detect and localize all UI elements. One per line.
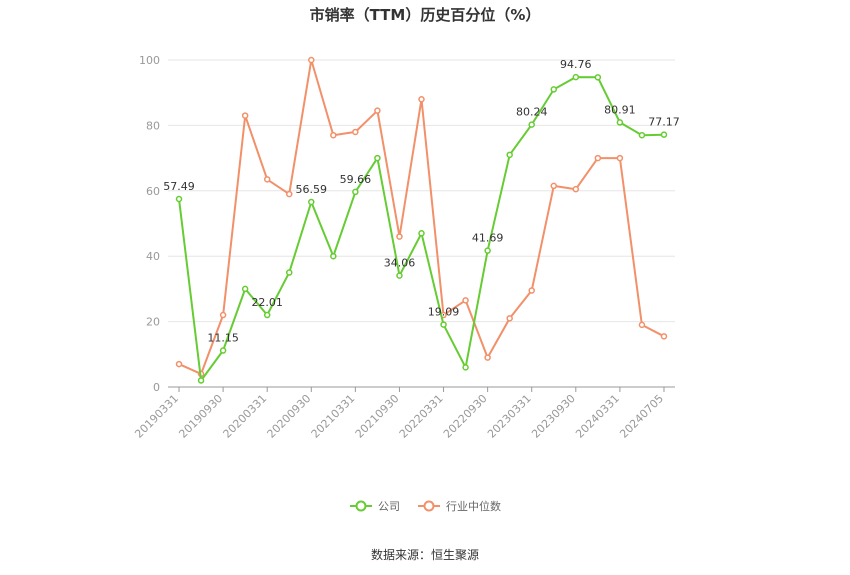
x-tick-label: 20200930 xyxy=(265,392,314,441)
series-point-0[interactable] xyxy=(550,86,558,93)
series-point-1[interactable] xyxy=(660,333,668,340)
x-tick-label: 20200331 xyxy=(221,392,270,441)
data-label: 11.15 xyxy=(207,332,239,345)
y-tick-label: 100 xyxy=(139,54,160,67)
chart-title: 市销率（TTM）历史百分位（%） xyxy=(310,6,541,24)
x-tick-label: 20240705 xyxy=(617,392,666,441)
series-point-0[interactable] xyxy=(660,131,668,138)
series-point-1[interactable] xyxy=(263,176,271,183)
data-label: 41.69 xyxy=(472,232,504,245)
series-point-1[interactable] xyxy=(241,112,249,119)
series-point-1[interactable] xyxy=(418,95,425,103)
x-tick-label: 20220331 xyxy=(397,392,446,441)
legend-label: 行业中位数 xyxy=(446,499,501,513)
series-point-0[interactable] xyxy=(263,311,271,319)
data-label: 19.09 xyxy=(428,306,460,319)
x-tick-label: 20240331 xyxy=(573,392,622,441)
series-point-0[interactable] xyxy=(638,131,646,139)
series-point-1[interactable] xyxy=(528,287,535,294)
series-point-0[interactable] xyxy=(308,198,315,206)
series-point-1[interactable] xyxy=(396,233,403,240)
series-point-0[interactable] xyxy=(484,247,491,254)
series-point-0[interactable] xyxy=(506,151,513,159)
x-tick-label: 20210331 xyxy=(309,392,358,441)
legend-item-1[interactable]: 行业中位数 xyxy=(418,499,501,513)
legend-label: 公司 xyxy=(378,500,400,513)
x-tick-label: 20190930 xyxy=(176,392,225,441)
series-point-0[interactable] xyxy=(396,272,403,279)
series-point-1[interactable] xyxy=(285,190,293,198)
y-tick-label: 40 xyxy=(146,250,160,263)
series-point-0[interactable] xyxy=(219,347,227,354)
data-label: 57.49 xyxy=(163,180,195,193)
series-point-0[interactable] xyxy=(285,269,293,276)
series-point-0[interactable] xyxy=(440,321,447,328)
series-point-1[interactable] xyxy=(352,128,359,136)
series-point-1[interactable] xyxy=(308,56,315,64)
legend-marker xyxy=(423,500,435,512)
x-tick-label: 20230331 xyxy=(485,392,534,441)
series-point-1[interactable] xyxy=(616,154,624,162)
y-tick-label: 0 xyxy=(153,381,160,394)
series-point-0[interactable] xyxy=(241,285,249,293)
data-label: 94.76 xyxy=(560,58,592,71)
series-line-1 xyxy=(178,59,665,375)
series-point-1[interactable] xyxy=(374,107,381,114)
data-label: 80.24 xyxy=(516,106,548,119)
grid xyxy=(168,59,675,323)
series-point-0[interactable] xyxy=(418,230,425,237)
series-point-0[interactable] xyxy=(572,73,580,81)
series-point-1[interactable] xyxy=(638,321,646,329)
data-label: 34.06 xyxy=(384,257,416,270)
series-point-1[interactable] xyxy=(572,185,580,193)
series-point-1[interactable] xyxy=(484,354,491,361)
y-tick-label: 80 xyxy=(146,119,160,132)
series-point-1[interactable] xyxy=(462,297,469,304)
series-point-0[interactable] xyxy=(528,121,535,128)
x-tick-label: 20190331 xyxy=(132,392,181,441)
legend[interactable]: 公司 行业中位数 xyxy=(350,499,501,513)
series-point-1[interactable] xyxy=(219,311,227,319)
series-point-1[interactable] xyxy=(594,154,602,162)
series-point-0[interactable] xyxy=(616,119,624,126)
series-point-0[interactable] xyxy=(330,252,337,260)
x-tick-label: 20220930 xyxy=(441,392,490,441)
series-point-0[interactable] xyxy=(462,364,469,371)
axes: 0 20 40 60 80 100 2019033120190930202003312020… xyxy=(132,54,675,441)
data-label: 59.66 xyxy=(340,173,372,186)
data-label: 80.91 xyxy=(604,103,636,116)
series-line-0 xyxy=(178,76,665,382)
x-tick-label: 20230930 xyxy=(529,392,578,441)
series-point-1[interactable] xyxy=(550,182,558,190)
data-label: 77.17 xyxy=(648,116,680,129)
series-point-0[interactable] xyxy=(594,74,602,81)
series-point-0[interactable] xyxy=(197,377,205,384)
series-point-0[interactable] xyxy=(374,154,381,162)
data-label: 22.01 xyxy=(251,296,283,309)
y-tick-label: 60 xyxy=(146,185,160,198)
series-point-0[interactable] xyxy=(352,188,359,196)
series-point-0[interactable] xyxy=(175,195,183,203)
y-tick-label: 20 xyxy=(146,316,160,329)
legend-marker xyxy=(355,500,367,512)
series-point-1[interactable] xyxy=(175,360,183,368)
series-point-1[interactable] xyxy=(330,131,337,139)
series-point-1[interactable] xyxy=(506,315,513,322)
source-note: 数据来源：恒生聚源 xyxy=(371,547,479,562)
series-layer xyxy=(175,56,668,384)
data-label: 56.59 xyxy=(296,183,328,196)
data-labels: 57.49 11.15 22.01 56.59 59.66 34.06 19.09 41.69… xyxy=(163,58,679,344)
x-tick-label: 20210930 xyxy=(353,392,402,441)
legend-item-0[interactable]: 公司 xyxy=(350,500,400,513)
